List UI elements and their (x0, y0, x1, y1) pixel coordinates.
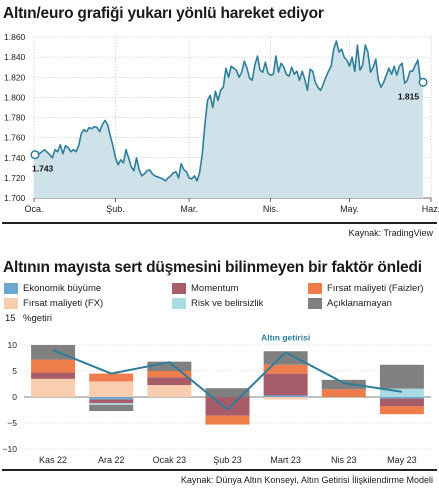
x-tick-label: Kas 22 (39, 455, 67, 465)
legend-label: Ekonomik büyüme (23, 283, 102, 294)
bar-segment (321, 379, 366, 390)
bar-segment (379, 388, 424, 397)
legend-label: Risk ve belirsizlik (191, 298, 264, 309)
bar-segment (379, 406, 424, 415)
bar-segment (205, 388, 250, 397)
bar-segment (379, 397, 424, 399)
bar-segment (205, 397, 250, 416)
legend-label: Fırsat maliyeti (Faizler) (327, 283, 424, 294)
bar-segment (31, 378, 76, 397)
bar-segment (31, 359, 76, 373)
bar-segment (263, 364, 308, 374)
bar-segment (31, 345, 76, 360)
bar-segment (89, 403, 134, 405)
y-axis-top-tick: 15 (5, 313, 16, 324)
start-value-label: 1.743 (32, 164, 54, 174)
bar-segment (89, 399, 134, 404)
x-tick-label: Ocak 23 (153, 455, 187, 465)
gold-return-line (52, 349, 403, 411)
divider (2, 222, 437, 224)
divider (2, 469, 437, 471)
line-label: Altın getirisi (261, 332, 310, 342)
x-tick-label: Ara 22 (98, 455, 125, 465)
legend-swatch (172, 283, 186, 294)
area-fill (34, 41, 424, 198)
end-value-label: 1.815 (398, 91, 420, 101)
x-tick-label: Mar. (180, 204, 198, 214)
bar-segment (89, 381, 134, 397)
y-tick-label: 1.820 (4, 72, 26, 82)
y-tick-label: 5 (12, 366, 17, 376)
bar-segment (147, 361, 192, 371)
y-tick-label: 1.840 (4, 52, 26, 62)
y-tick-label: 1.780 (4, 113, 26, 123)
y-tick-label: 1.760 (4, 133, 26, 143)
attribution-bar-chart: −10 −5 0 5 10 Kas 22 Ara 22 Ocak 23 Şub 23 Mart 2… (3, 332, 431, 465)
bar-segment (205, 415, 250, 425)
bar-segment (263, 351, 308, 365)
x-tick-label: Nis. (263, 204, 279, 214)
gold-return-attribution-panel: Altının mayısta sert düşmesini bilinmeye… (0, 255, 439, 492)
bar-segment (263, 395, 308, 397)
end-point-marker (418, 77, 428, 87)
price-line (33, 40, 424, 182)
bar-segment (147, 371, 192, 378)
y-tick-label: 1.740 (4, 153, 26, 163)
bar-segment (147, 377, 192, 386)
x-tick-label: Nis 23 (331, 455, 357, 465)
y-axis-label: %getiri (23, 313, 53, 324)
bar-segment (89, 397, 134, 400)
legend-item: Fırsat maliyeti (Faizler) (308, 283, 424, 294)
gold-euro-chart-panel: Altın/euro grafiği yukarı yönlü hareket … (0, 0, 439, 243)
source-note: Kaynak: Dünya Altın Konseyi, Altın Getir… (180, 475, 433, 485)
legend-label: Fırsat maliyeti (FX) (23, 298, 104, 309)
chart-title: Altının mayısta sert düşmesini bilinmeye… (3, 259, 422, 276)
legend-swatch (308, 283, 322, 294)
y-tick-label: −5 (7, 418, 17, 428)
x-tick-label: Şub. (106, 204, 125, 214)
legend-item: Ekonomik büyüme (4, 283, 101, 294)
y-tick-label: −10 (3, 444, 18, 454)
legend-item: Risk ve belirsizlik (172, 298, 263, 309)
bar-segment (379, 398, 424, 407)
bar-segment (263, 373, 308, 396)
bar-segment (89, 373, 134, 382)
legend-item: Fırsat maliyeti (FX) (4, 298, 103, 309)
gold-euro-line-chart: 1.700 1.720 1.740 1.760 1.780 1.800 1.820 1.840… (4, 32, 439, 214)
legend-item: Açıklanamayan (308, 298, 392, 309)
legend-swatch (172, 298, 186, 309)
start-point-marker (30, 150, 40, 160)
legend-swatch (308, 298, 322, 309)
bar-segment (321, 389, 366, 397)
bar-segment (147, 385, 192, 397)
bar-segment (89, 404, 134, 412)
legend-label: Açıklanamayan (327, 298, 392, 309)
bar-segment (31, 372, 76, 379)
y-tick-label: 0 (12, 392, 17, 402)
y-tick-label: 10 (8, 340, 18, 350)
legend-swatch (4, 298, 18, 309)
legend-item: Momentum (172, 283, 239, 294)
y-tick-label: 1.800 (4, 92, 26, 102)
x-tick-label: Oca. (24, 204, 43, 214)
y-tick-label: 1.700 (4, 193, 26, 203)
x-tick-label: May. (340, 204, 359, 214)
x-tick-label: Haz. (422, 204, 439, 214)
y-tick-label: 1.860 (4, 32, 26, 42)
chart-title: Altın/euro grafiği yukarı yönlü hareket … (3, 5, 324, 22)
x-tick-label: Şub 23 (213, 455, 242, 465)
bar-segment (379, 364, 424, 389)
y-tick-label: 1.720 (4, 173, 26, 183)
bar-segment (263, 397, 308, 400)
legend-label: Momentum (191, 283, 239, 294)
x-tick-label: Mart 23 (270, 455, 301, 465)
legend-swatch (4, 283, 18, 294)
x-tick-label: May 23 (387, 455, 417, 465)
source-note: Kaynak: TradingView (348, 228, 433, 238)
